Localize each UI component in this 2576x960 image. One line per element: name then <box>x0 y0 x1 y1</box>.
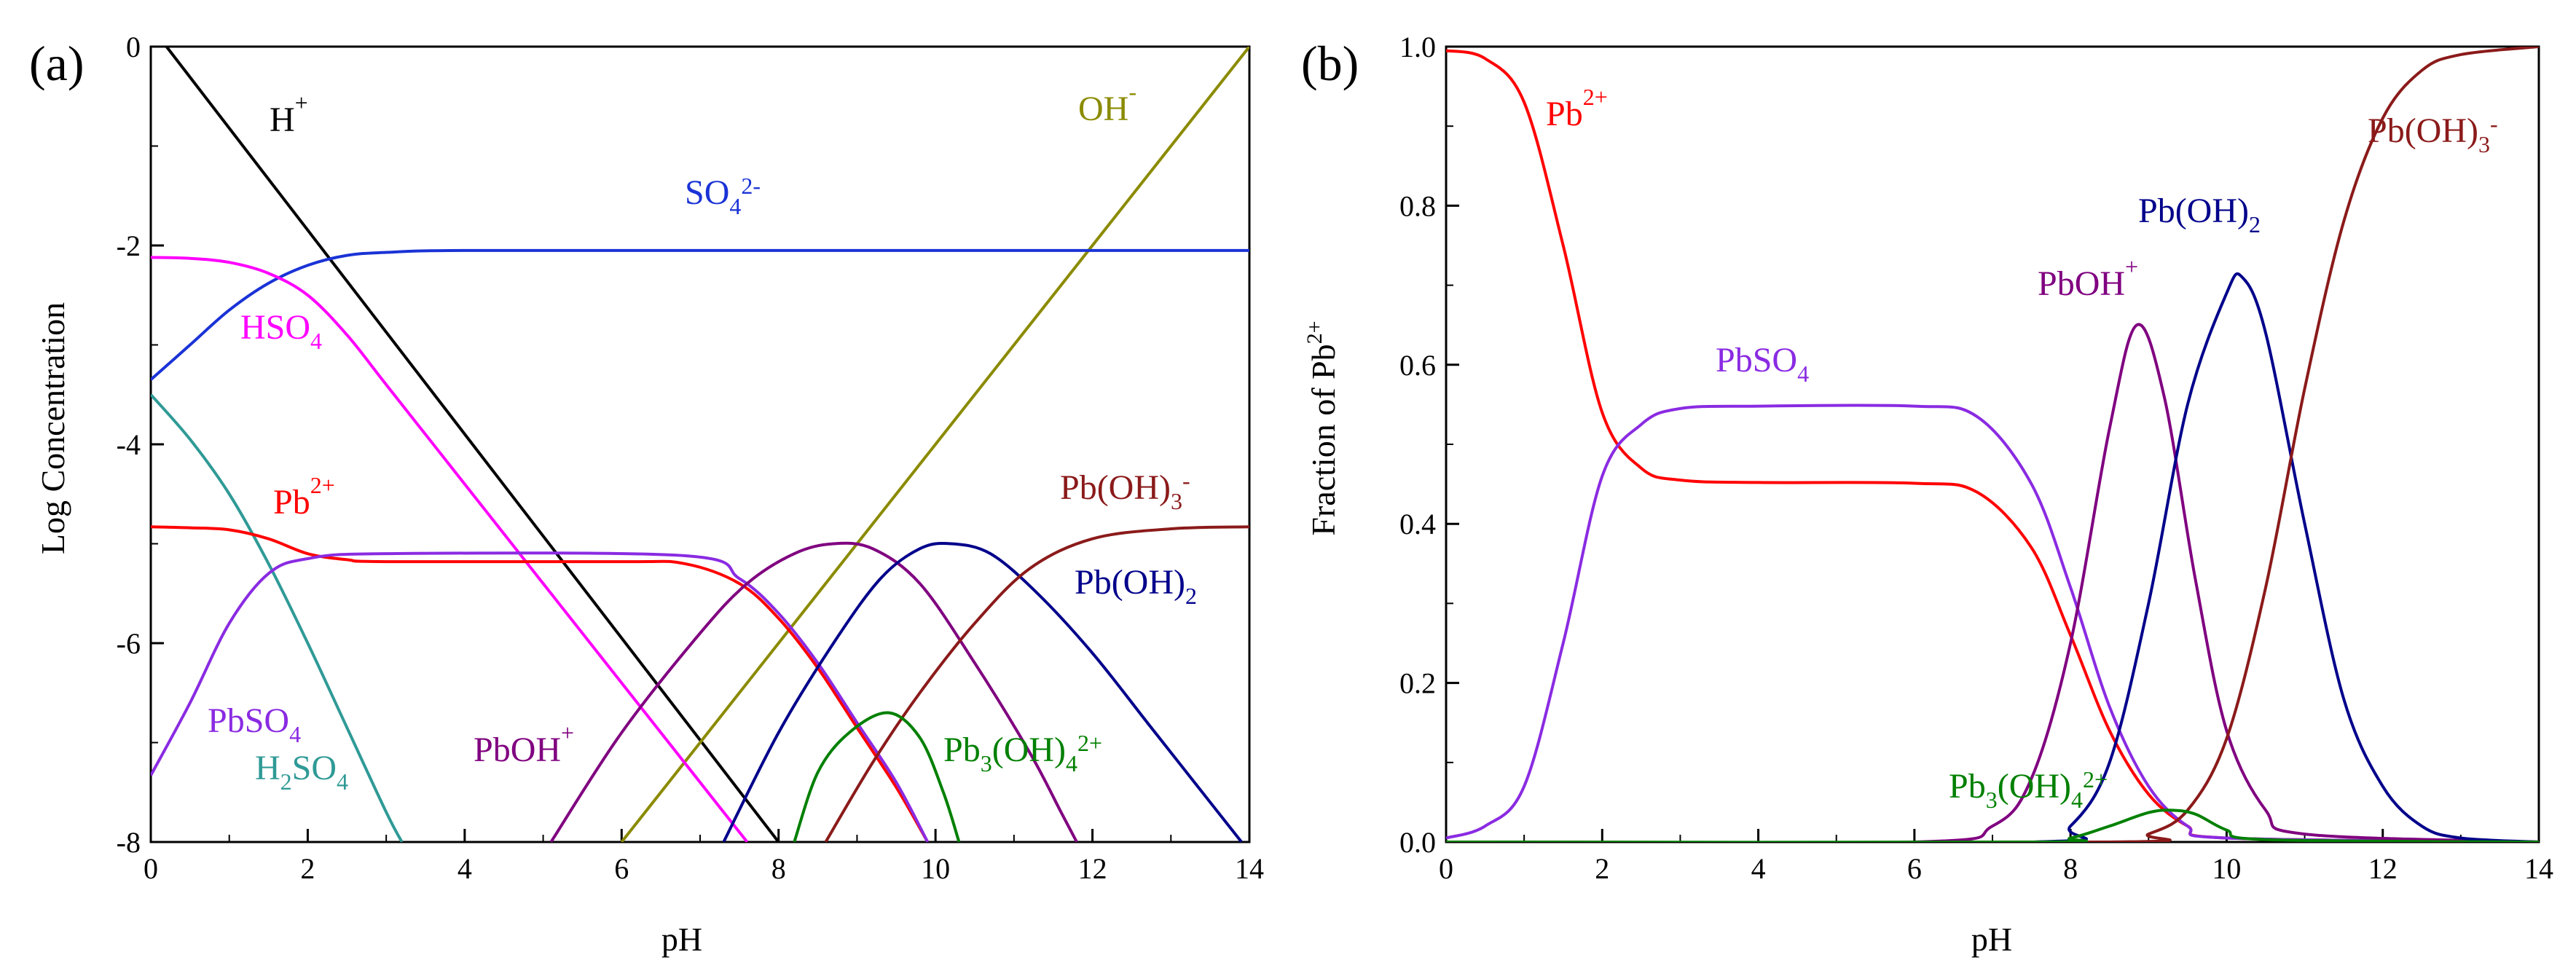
panel-b-ytick-label: 1.0 <box>1399 31 1436 63</box>
panel-a-plot-frame <box>149 45 1251 843</box>
panel-a-line-pbso4 <box>151 551 930 842</box>
panel-a-line-pb-oh-2 <box>722 541 1243 842</box>
panel-b-xtick-label: 10 <box>2212 852 2241 885</box>
panel-a-label-oh: OH- <box>1078 79 1136 128</box>
panel-a-label-pb-oh-3: Pb(OH)3- <box>1060 468 1190 514</box>
panel-a-label-pbso4: PbSO4 <box>208 701 301 747</box>
panel-b-ylabel-text: Fraction of Pb <box>1305 344 1342 535</box>
panel-b-line-pb3-oh-4-2 <box>1446 808 2539 842</box>
panel-a-ytick-label: -4 <box>117 428 141 461</box>
panel-a-label-hso4: HSO4 <box>240 308 322 354</box>
panel-b-ytick-label: 0.0 <box>1399 826 1436 859</box>
panel-b-line-pb-oh-3 <box>1446 47 2539 842</box>
panel-a-label-pb2: Pb2+ <box>273 472 335 522</box>
panel-b-line-pb2 <box>1446 49 2539 842</box>
panel-a-label-so4-2: SO42- <box>685 173 761 219</box>
panel-a-xlabel: pH <box>661 921 702 958</box>
panel-a-line-pb2 <box>151 525 930 842</box>
panel-b-line-pb-oh-2 <box>1446 272 2539 842</box>
panel-a-line-pboh <box>549 541 1078 842</box>
panel-a-xtick-label: 14 <box>1235 852 1264 885</box>
panel-b-xtick-label: 2 <box>1595 852 1609 885</box>
panel-a-ytick-label: -2 <box>117 229 141 262</box>
panel-a-ytick-label: -8 <box>117 826 141 859</box>
panel-b-ytick-label: 0.4 <box>1399 508 1436 540</box>
panel-b-xtick-label: 4 <box>1751 852 1766 885</box>
panel-a-line-pb-oh-3 <box>824 525 1249 842</box>
panel-a-ytick-label: -6 <box>117 627 141 660</box>
panel-a-label-pb3-oh-4-2: Pb3(OH)42+ <box>943 730 1102 776</box>
panel-a-xtick-label: 2 <box>300 852 315 885</box>
panel-a-label-pboh: PbOH+ <box>474 720 574 769</box>
panel-b-ytick-label: 0.6 <box>1399 349 1436 382</box>
panel-a-label-h2so4: H2SO4 <box>255 749 348 795</box>
panel-b-label-pb-oh-3: Pb(OH)3- <box>2368 111 2498 157</box>
panel-a-line-h2so4 <box>151 393 404 842</box>
panel-a-line-so4-2 <box>151 248 1249 381</box>
panel-a-line-h <box>165 47 780 842</box>
panel-a-label: (a) <box>29 36 84 91</box>
panel-b-xtick-label: 0 <box>1439 852 1453 885</box>
panel-b-ylabel-sup: 2+ <box>1303 320 1327 344</box>
panel-b-xtick-label: 14 <box>2524 852 2553 885</box>
panel-a-label-pb-oh-2: Pb(OH)2 <box>1075 563 1197 609</box>
panel-a-series-group <box>151 47 1249 842</box>
panel-b-xlabel: pH <box>1971 921 2012 958</box>
panel-b-xtick-label: 12 <box>2368 852 2398 885</box>
panel-b-label-pb2: Pb2+ <box>1546 84 1608 133</box>
panel-a-xtick-label: 0 <box>144 852 158 885</box>
panel-b-ytick-label: 0.8 <box>1399 189 1436 222</box>
panel-b-label-pb-oh-2: Pb(OH)2 <box>2138 192 2261 237</box>
panel-a-ylabel: Log Concentration <box>34 302 71 554</box>
panel-b-chart: (b) Fraction of Pb2+ pH 0 2 4 6 8 10 12 14 0.0 0.… <box>1301 31 2553 958</box>
panel-a-xtick-label: 10 <box>921 852 950 885</box>
panel-b-series-group <box>1446 47 2539 842</box>
panel-b-line-pbso4 <box>1446 404 2539 842</box>
panel-b-label: (b) <box>1301 36 1359 91</box>
panel-b-xtick-label: 8 <box>2063 852 2078 885</box>
panel-a-ytick-label: 0 <box>126 31 141 63</box>
panel-a-xtick-label: 4 <box>458 852 472 885</box>
panel-a-xtick-label: 8 <box>771 852 786 885</box>
panel-b-label-pbso4: PbSO4 <box>1716 341 1809 387</box>
panel-b-label-pboh: PbOH+ <box>2038 253 2138 303</box>
panel-b-ytick-label: 0.2 <box>1399 667 1436 700</box>
panel-a-chart: (a) Log Concentration pH 0 2 4 6 8 10 12 14 0 -2 -… <box>29 31 1264 958</box>
panel-a-line-oh <box>620 47 1249 842</box>
panel-a-line-hso4 <box>151 256 749 842</box>
panel-b-plot-frame <box>1445 45 2540 843</box>
panel-a-line-pb3-oh-4-2 <box>793 711 961 842</box>
panel-b-xtick-label: 6 <box>1907 852 1922 885</box>
panel-b-ylabel: Fraction of Pb2+ <box>1303 320 1342 535</box>
panel-a-xtick-label: 12 <box>1078 852 1107 885</box>
panel-a-label-h: H+ <box>270 90 308 139</box>
panel-a-xtick-label: 6 <box>614 852 629 885</box>
panel-b-line-pboh <box>1446 323 2539 842</box>
panel-b-label-pb3-oh-4-2: Pb3(OH)42+ <box>1949 766 2108 813</box>
